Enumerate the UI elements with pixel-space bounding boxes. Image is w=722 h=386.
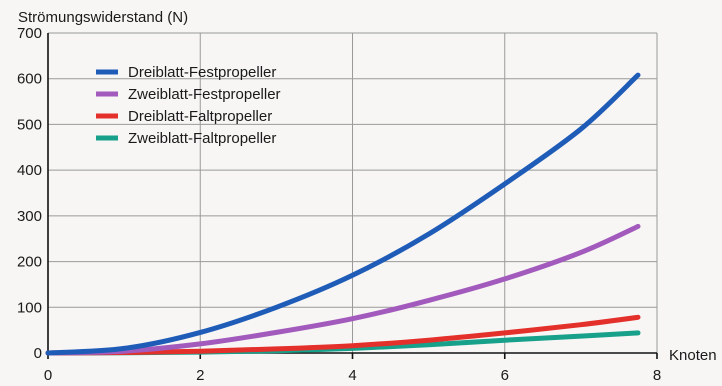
y-tick-label: 100: [17, 299, 42, 316]
x-tick-label: 8: [653, 367, 661, 384]
x-tick-label: 0: [44, 367, 52, 384]
x-tick-label: 2: [196, 367, 204, 384]
grid: [48, 32, 658, 353]
y-tick-label: 300: [17, 208, 42, 225]
x-tick-label: 4: [348, 367, 356, 384]
y-tick-label: 500: [17, 116, 42, 133]
series-line-zweiblatt-festpropeller: [45, 223, 641, 356]
y-tick-label: 200: [17, 254, 42, 271]
y-axis-label: Strömungswiderstand (N): [18, 9, 188, 26]
y-tick-label: 0: [34, 345, 42, 362]
legend-label: Dreiblatt-Faltpropeller: [128, 108, 272, 125]
legend-label: Zweiblatt-Festpropeller: [128, 86, 281, 103]
y-tick-label: 400: [17, 162, 42, 179]
series-line-dreiblatt-faltpropeller: [45, 314, 641, 356]
series-line-dreiblatt-festpropeller: [45, 72, 641, 356]
y-tick-label: 600: [17, 71, 42, 88]
legend-label: Dreiblatt-Festpropeller: [128, 64, 276, 81]
legend-label: Zweiblatt-Faltpropeller: [128, 130, 276, 147]
y-tick-label: 700: [17, 25, 42, 42]
x-axis-label: Knoten: [669, 347, 717, 364]
x-tick-label: 6: [501, 367, 509, 384]
tick-labels: 0 100 200 300 400 500 600 700 0 2 4 6 8: [17, 25, 661, 384]
series-lines: [45, 72, 641, 356]
legend: Dreiblatt-Festpropeller Zweiblatt-Festpro…: [96, 64, 281, 147]
